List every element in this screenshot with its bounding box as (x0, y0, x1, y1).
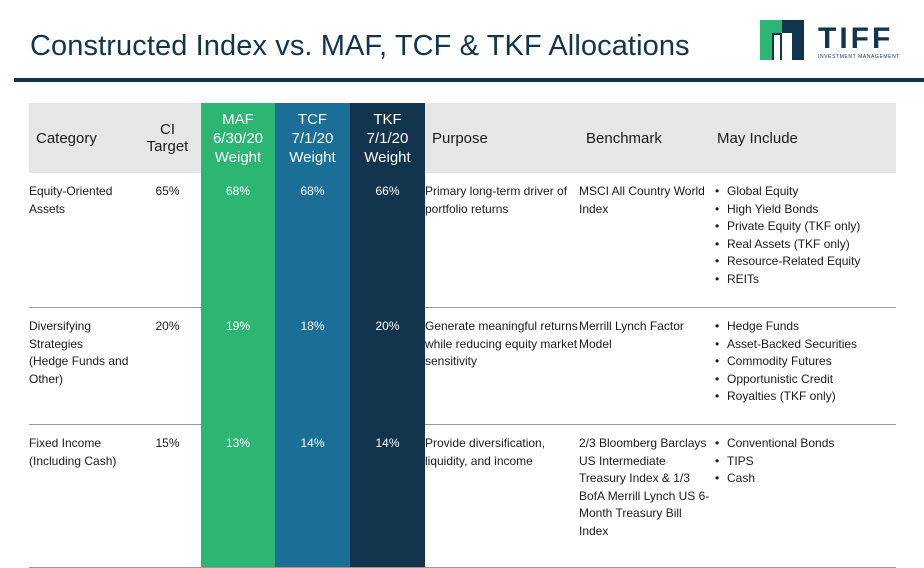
may-include-cell: Hedge Funds Asset-Backed Securities Comm… (710, 307, 896, 425)
table-row: Fixed Income (Including Cash) 15% 13% 14… (29, 424, 896, 568)
purpose-cell: Primary long-term driver of portfolio re… (425, 173, 579, 308)
list-item: Cash (715, 470, 896, 488)
list-item: Global Equity (715, 183, 896, 201)
maf-weight-cell: 19% (201, 307, 275, 425)
may-include-cell: Global Equity High Yield Bonds Private E… (710, 173, 896, 308)
tcf-weight-cell: 68% (275, 173, 350, 308)
category-cell: Equity-Oriented Assets (29, 173, 134, 308)
list-item: Private Equity (TKF only) (715, 218, 896, 236)
tiff-logo-mark-icon (760, 20, 804, 60)
header-maf: MAF 6/30/20 Weight (201, 103, 275, 173)
list-item: REITs (715, 271, 896, 289)
list-item: Conventional Bonds (715, 435, 896, 453)
benchmark-cell: 2/3 Bloomberg Barclays US Intermediate T… (579, 424, 710, 568)
maf-weight-cell: 13% (201, 424, 275, 568)
title-divider (14, 78, 924, 82)
benchmark-cell: MSCI All Country World Index (579, 173, 710, 308)
list-item: Asset-Backed Securities (715, 336, 896, 354)
header-tkf: TKF 7/1/20 Weight (350, 103, 425, 173)
ci-target-cell: 15% (134, 424, 201, 568)
may-include-cell: Conventional Bonds TIPS Cash (710, 424, 896, 568)
table-row: Equity-Oriented Assets 65% 68% 68% 66% P… (29, 173, 896, 308)
list-item: TIPS (715, 453, 896, 471)
category-cell: Diversifying Strategies (Hedge Funds and… (29, 307, 134, 425)
table-header-row: Category CI Target MAF 6/30/20 Weight TC… (29, 103, 896, 173)
logo-tagline: INVESTMENT MANAGEMENT (818, 54, 900, 60)
tcf-weight-cell: 14% (275, 424, 350, 568)
category-cell: Fixed Income (Including Cash) (29, 424, 134, 568)
header-ci-target: CI Target (134, 103, 201, 173)
tkf-weight-cell: 20% (350, 307, 425, 425)
ci-target-cell: 65% (134, 173, 201, 308)
tiff-logo: TIFF INVESTMENT MANAGEMENT (760, 20, 900, 62)
may-include-list: Global Equity High Yield Bonds Private E… (710, 183, 896, 289)
list-item: Opportunistic Credit (715, 371, 896, 389)
may-include-list: Conventional Bonds TIPS Cash (710, 435, 896, 488)
may-include-list: Hedge Funds Asset-Backed Securities Comm… (710, 318, 896, 406)
ci-target-cell: 20% (134, 307, 201, 425)
header-category: Category (29, 103, 134, 173)
list-item: High Yield Bonds (715, 201, 896, 219)
maf-weight-cell: 68% (201, 173, 275, 308)
tkf-weight-cell: 14% (350, 424, 425, 568)
list-item: Hedge Funds (715, 318, 896, 336)
benchmark-cell: Merrill Lynch Factor Model (579, 307, 710, 425)
header-tcf: TCF 7/1/20 Weight (275, 103, 350, 173)
table-row: Diversifying Strategies (Hedge Funds and… (29, 307, 896, 425)
page-title: Constructed Index vs. MAF, TCF & TKF All… (30, 30, 690, 62)
list-item: Real Assets (TKF only) (715, 236, 896, 254)
list-item: Royalties (TKF only) (715, 388, 896, 406)
header-may-include: May Include (710, 103, 896, 173)
header-purpose: Purpose (425, 103, 579, 173)
allocation-table: Category CI Target MAF 6/30/20 Weight TC… (29, 103, 896, 568)
tcf-weight-cell: 18% (275, 307, 350, 425)
purpose-cell: Generate meaningful returns while reduci… (425, 307, 579, 425)
list-item: Commodity Futures (715, 353, 896, 371)
logo-wordmark: TIFF (818, 22, 894, 55)
list-item: Resource-Related Equity (715, 253, 896, 271)
header-benchmark: Benchmark (579, 103, 710, 173)
tkf-weight-cell: 66% (350, 173, 425, 308)
purpose-cell: Provide diversification, liquidity, and … (425, 424, 579, 568)
